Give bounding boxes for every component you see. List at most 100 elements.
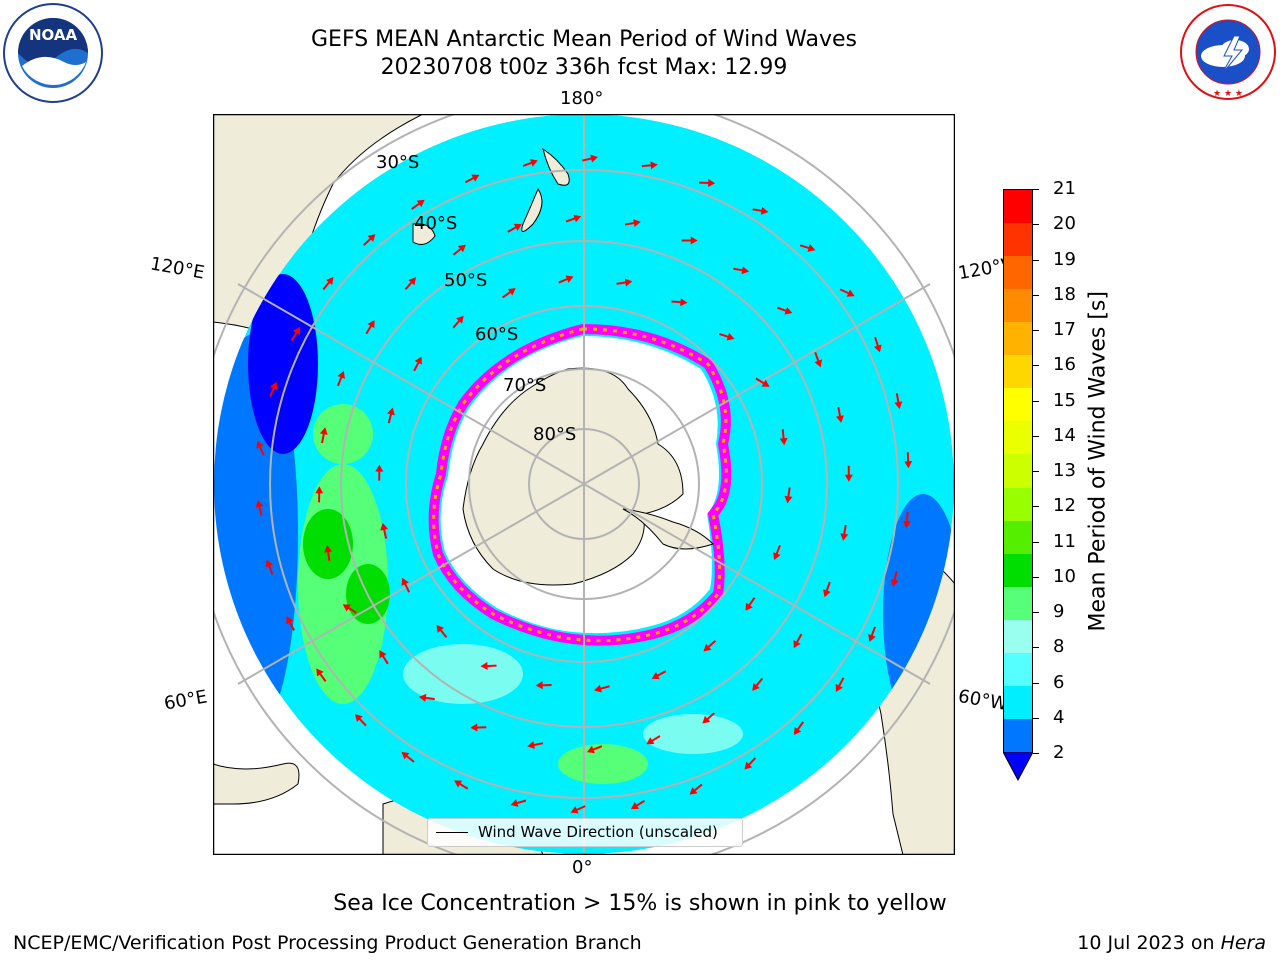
wave-direction-arrow [324, 545, 333, 562]
colorbar-tick-mark [1033, 294, 1039, 296]
wave-direction-arrow [671, 298, 688, 307]
wave-direction-arrow [702, 712, 716, 724]
colorbar-tick-label: 4 [1053, 706, 1065, 728]
colorbar [1003, 189, 1033, 753]
wave-direction-arrow [502, 288, 516, 299]
tasmania [412, 223, 436, 245]
colorbar-tick-label: 11 [1053, 530, 1076, 552]
wave-direction-arrow [823, 581, 831, 598]
colorbar-tick-mark [1033, 682, 1039, 684]
lon-label-120e: 120°E [148, 253, 207, 284]
wave-direction-arrow [689, 783, 703, 795]
colorbar-segment [1004, 256, 1032, 290]
colorbar-under-extension [1003, 752, 1033, 782]
noaa-logo: NOAA [3, 3, 103, 103]
colorbar-tick-mark [1033, 576, 1039, 578]
colorbar-tick-mark [1033, 435, 1039, 437]
colorbar-tick-label: 19 [1053, 248, 1076, 270]
map-frame [213, 114, 955, 855]
wave-direction-arrow [586, 745, 603, 754]
wave-direction-arrow [401, 577, 411, 593]
date-stamp: 10 Jul 2023 on Hera [1077, 932, 1266, 954]
machine-name: Hera [1220, 932, 1266, 954]
colorbar-tick-label: 2 [1053, 742, 1065, 763]
wave-direction-arrow [835, 677, 845, 692]
lon-label-60e: 60°E [162, 686, 209, 715]
wave-direction-arrow [558, 275, 574, 284]
colorbar-tick-mark [1033, 224, 1039, 226]
wave-direction-arrow [646, 735, 661, 745]
lat-label-40s: 40°S [414, 213, 458, 234]
wave-direction-arrow [776, 306, 793, 315]
wave-direction-arrow [744, 757, 757, 770]
long-period-core-1 [303, 509, 353, 579]
colorbar-tick-mark [1033, 471, 1039, 472]
chart-subtitle: 20230708 t00z 336h fcst Max: 12.99 [380, 55, 788, 80]
wave-direction-arrow [401, 751, 415, 763]
legend-line [436, 832, 468, 833]
colorbar-segment [1004, 652, 1032, 687]
wave-direction-arrow [535, 681, 552, 690]
colorbar-tick-mark [1033, 365, 1039, 367]
noaa-logo-text: NOAA [29, 26, 78, 44]
wave-direction-arrow [799, 244, 816, 252]
nws-logo: ★ ★ ★ [1180, 4, 1276, 100]
wave-direction-arrow [641, 161, 658, 170]
wave-direction-arrow [570, 805, 586, 814]
colorbar-segment [1004, 355, 1032, 389]
wave-direction-arrow [480, 661, 497, 670]
wave-direction-arrow [319, 427, 328, 444]
colorbar-segment [1004, 190, 1032, 224]
wave-direction-arrow [316, 668, 327, 682]
colorbar-segment [1004, 619, 1032, 654]
colorbar-tick-mark [1033, 400, 1039, 402]
wave-direction-arrow [594, 684, 610, 693]
wave-direction-arrow [733, 266, 750, 275]
colorbar-tick-mark [1033, 506, 1039, 508]
wave-direction-arrow [840, 524, 849, 541]
wave-direction-arrow [902, 512, 911, 529]
colorbar-tick-label: 14 [1053, 424, 1076, 446]
wave-direction-arrow [844, 465, 853, 482]
wave-direction-arrow [404, 277, 417, 291]
colorbar-segment [1004, 520, 1032, 555]
lon-label-0: 0° [572, 857, 593, 878]
colorbar-tick-label: 15 [1053, 389, 1076, 411]
wave-direction-arrow [630, 799, 646, 810]
colorbar-segment [1004, 718, 1032, 753]
wave-direction-arrow [375, 464, 384, 481]
wave-direction-arrow [418, 693, 435, 702]
wave-direction-arrow [703, 640, 717, 652]
wave-direction-arrow [651, 670, 667, 680]
lat-label-30s: 30°S [376, 152, 420, 173]
wave-direction-arrow [752, 206, 769, 215]
wave-direction-arrow [745, 597, 756, 611]
colorbar-segment [1004, 322, 1032, 356]
wave-direction-arrow [337, 370, 345, 387]
chart-title: GEFS MEAN Antarctic Mean Period of Wind … [311, 27, 857, 52]
wave-direction-arrow [890, 570, 899, 587]
colorbar-tick-label: 17 [1053, 319, 1076, 340]
credit-text: NCEP/EMC/Verification Post Processing Pr… [13, 932, 642, 954]
colorbar-segment [1004, 586, 1032, 621]
sea-ice-note: Sea Ice Concentration > 15% is shown in … [333, 891, 947, 916]
wave-direction-arrow [411, 199, 425, 210]
colorbar-tick-mark [1033, 647, 1039, 649]
wave-direction-arrow [454, 780, 469, 790]
colorbar-segment [1004, 223, 1032, 257]
colorbar-tick-label: 13 [1053, 460, 1076, 481]
wave-direction-arrow [387, 407, 395, 424]
colorbar-tick-label: 12 [1053, 495, 1076, 517]
wave-direction-arrow [315, 486, 324, 503]
colorbar-tick-label: 6 [1053, 671, 1065, 693]
wave-direction-arrow [470, 723, 487, 732]
lat-label-60s: 60°S [475, 324, 519, 345]
wave-direction-arrow [527, 741, 544, 749]
wave-direction-arrow [413, 356, 422, 372]
wave-direction-arrow [380, 522, 389, 539]
wave-direction-arrow [452, 244, 466, 256]
wave-direction-arrow [873, 336, 882, 353]
wave-direction-arrow [286, 616, 296, 631]
polar-map [213, 114, 955, 855]
wave-direction-arrow [904, 452, 913, 469]
